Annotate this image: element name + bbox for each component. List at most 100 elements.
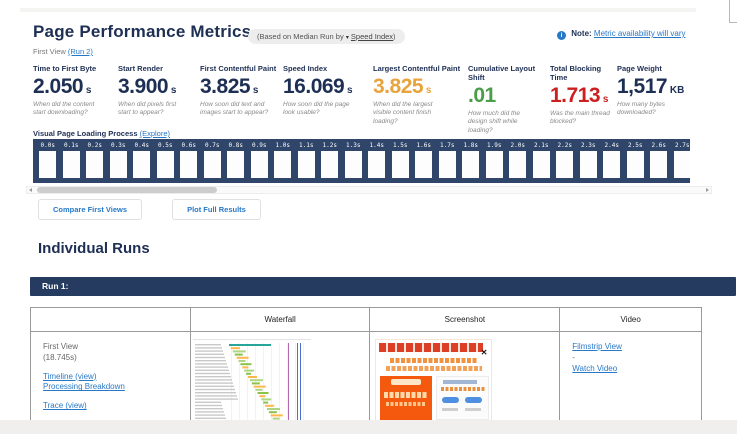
filmstrip-frame[interactable]: 2.4s — [600, 142, 624, 183]
video-cell: Filmstrip View - Watch Video — [559, 331, 702, 434]
filmstrip-frame[interactable]: 1.5s — [389, 142, 413, 183]
filmstrip-frame[interactable]: 1.7s — [436, 142, 460, 183]
scroll-right-arrow-icon[interactable] — [703, 187, 711, 193]
frame-thumbnail[interactable] — [344, 151, 362, 178]
ad-card-text — [384, 392, 429, 398]
filmstrip-frame[interactable]: 2.6s — [647, 142, 671, 183]
metric-label: Cumulative Layout Shift — [468, 64, 536, 82]
filmstrip-frame[interactable]: 2.2s — [553, 142, 577, 183]
frame-thumbnail[interactable] — [203, 151, 221, 178]
frame-thumbnail[interactable] — [673, 151, 690, 178]
waterfall-thumbnail[interactable] — [192, 339, 311, 434]
filmstrip-frame[interactable]: 0.3s — [107, 142, 131, 183]
filmstrip-frame[interactable]: 1.0s — [271, 142, 295, 183]
filmstrip-frame[interactable]: 0.0s — [36, 142, 60, 183]
metric-description: How many bytes downloaded? — [617, 101, 666, 117]
frame-thumbnail[interactable] — [485, 151, 503, 178]
frame-thumbnail[interactable] — [297, 151, 315, 178]
frame-thumbnail[interactable] — [109, 151, 127, 178]
frame-thumbnail[interactable] — [368, 151, 386, 178]
metric-value: 1.713 s — [550, 84, 609, 107]
frame-thumbnail[interactable] — [39, 151, 57, 178]
filmstrip-frame[interactable]: 1.8s — [459, 142, 483, 183]
filmstrip-frame[interactable]: 1.1s — [295, 142, 319, 183]
filmstrip-frame[interactable]: 0.1s — [60, 142, 84, 183]
speed-index-link[interactable]: Speed Index — [350, 32, 394, 41]
table-row: First View (18.745s) Timeline (view) Pro… — [30, 331, 702, 434]
chevron-down-icon[interactable]: ▾ — [345, 35, 349, 41]
frame-thumbnail[interactable] — [227, 151, 245, 178]
compare-first-views-button[interactable]: Compare First Views — [38, 199, 143, 220]
filmstrip-frame[interactable]: 0.5s — [154, 142, 178, 183]
filmstrip-frame[interactable]: 0.6s — [177, 142, 201, 183]
filmstrip-frame[interactable]: 0.2s — [83, 142, 107, 183]
frame-time-label: 1.1s — [299, 142, 314, 149]
scroll-left-arrow-icon[interactable] — [27, 187, 35, 193]
frame-thumbnail[interactable] — [532, 151, 550, 178]
frame-thumbnail[interactable] — [415, 151, 433, 178]
frame-thumbnail[interactable] — [509, 151, 527, 178]
frame-thumbnail[interactable] — [462, 151, 480, 178]
metric-description: When did pixels first start to appear? — [118, 101, 177, 117]
filmstrip: 0.0s 0.1s 0.2s 0.3s 0.4s 0.5s 0.6s 0.7s 0.8s 0.9s… — [33, 139, 690, 183]
scrollbar-thumb[interactable] — [37, 187, 217, 193]
filmstrip-frame[interactable]: 0.7s — [201, 142, 225, 183]
filmstrip-frame[interactable]: 1.2s — [318, 142, 342, 183]
frame-thumbnail[interactable] — [86, 151, 104, 178]
filmstrip-frame[interactable]: 1.6s — [412, 142, 436, 183]
metric-availability-link[interactable]: Metric availability will vary — [593, 29, 686, 38]
filmstrip-view-link[interactable]: Filmstrip View — [572, 342, 622, 351]
filmstrip-frame[interactable]: 0.9s — [248, 142, 272, 183]
frame-thumbnail[interactable] — [321, 151, 339, 178]
filmstrip-frame[interactable]: 2.7s — [671, 142, 690, 183]
filmstrip-frame[interactable]: 2.3s — [577, 142, 601, 183]
frame-thumbnail[interactable] — [133, 151, 151, 178]
watch-video-link[interactable]: Watch Video — [572, 363, 618, 373]
timeline-view-link[interactable]: Timeline (view) — [43, 371, 97, 381]
median-run-selector[interactable]: (Based on Median Run by ▾ Speed Index) — [248, 29, 405, 44]
frame-thumbnail[interactable] — [62, 151, 80, 178]
screenshot-thumbnail[interactable]: ✕ — [375, 339, 493, 421]
metric-label: Time to First Byte — [33, 64, 97, 73]
filmstrip-frame[interactable]: 1.9s — [483, 142, 507, 183]
frame-thumbnail[interactable] — [556, 151, 574, 178]
metric-value: 3.900 s — [118, 75, 177, 98]
frame-thumbnail[interactable] — [156, 151, 174, 178]
filmstrip-frame[interactable]: 1.3s — [342, 142, 366, 183]
metric-label: First Contentful Paint — [200, 64, 277, 73]
frame-time-label: 0.0s — [40, 142, 55, 149]
explore-link[interactable]: (Explore) — [139, 129, 171, 138]
filmstrip-frame[interactable]: 2.1s — [530, 142, 554, 183]
frame-time-label: 1.7s — [440, 142, 455, 149]
metric: Time to First Byte 2.050 s When did the co… — [33, 64, 118, 135]
frame-thumbnail[interactable] — [274, 151, 292, 178]
frame-thumbnail[interactable] — [391, 151, 409, 178]
frame-time-label: 1.3s — [346, 142, 361, 149]
processing-breakdown-link[interactable]: Processing Breakdown — [43, 382, 125, 392]
filmstrip-frame[interactable]: 2.5s — [624, 142, 648, 183]
scrollbar-track[interactable] — [35, 187, 703, 193]
trace-view-link[interactable]: Trace (view) — [43, 401, 87, 411]
frame-thumbnail[interactable] — [250, 151, 268, 178]
frame-thumbnail[interactable] — [603, 151, 621, 178]
frame-time-label: 2.7s — [675, 142, 690, 149]
filmstrip-frame[interactable]: 2.0s — [506, 142, 530, 183]
link-separator: - — [572, 352, 575, 362]
frame-thumbnail[interactable] — [438, 151, 456, 178]
metric-label: Largest Contentful Paint — [373, 64, 461, 73]
metric-label: Speed Index — [283, 64, 328, 73]
ad-card-caption — [442, 408, 459, 411]
ad-card-title — [443, 380, 478, 384]
filmstrip-frame[interactable]: 0.4s — [130, 142, 154, 183]
filmstrip-frame[interactable]: 0.8s — [224, 142, 248, 183]
frame-thumbnail[interactable] — [180, 151, 198, 178]
filmstrip-frame[interactable]: 1.4s — [365, 142, 389, 183]
frame-time-label: 1.2s — [322, 142, 337, 149]
frame-thumbnail[interactable] — [650, 151, 668, 178]
frame-thumbnail[interactable] — [579, 151, 597, 178]
plot-full-results-button[interactable]: Plot Full Results — [172, 199, 261, 220]
frame-thumbnail[interactable] — [626, 151, 644, 178]
filmstrip-scrollbar[interactable] — [26, 186, 712, 194]
run-link[interactable]: (Run 2) — [67, 47, 93, 56]
ad-card-text — [386, 402, 427, 406]
